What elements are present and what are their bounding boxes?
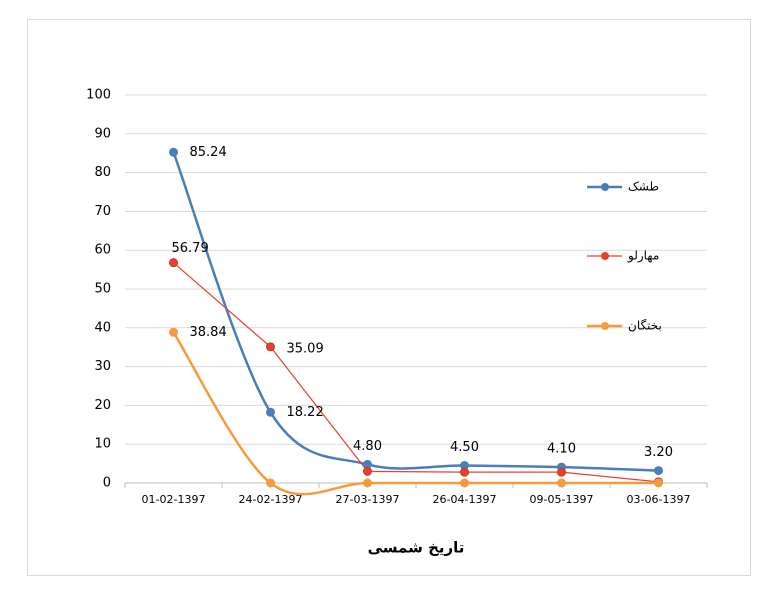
data-point <box>557 478 566 488</box>
x-tick-label: 27-03-1397 <box>336 493 400 506</box>
legend-label: طشک <box>628 180 659 194</box>
data-label: 18.22 <box>287 405 324 420</box>
data-point <box>363 478 372 488</box>
data-point <box>654 466 663 476</box>
data-point <box>363 466 372 476</box>
data-label: 38.84 <box>190 325 227 340</box>
y-tick-label: 30 <box>94 359 111 374</box>
x-tick-label: 03-06-1397 <box>627 493 691 506</box>
legend-label: بختگان <box>628 319 662 333</box>
data-point <box>266 342 275 352</box>
legend-marker <box>601 252 609 260</box>
data-point <box>169 327 178 337</box>
y-tick-label: 70 <box>94 204 111 219</box>
data-label: 4.50 <box>450 440 479 455</box>
x-tick-label: 26-04-1397 <box>433 493 497 506</box>
data-label: 4.10 <box>547 442 576 457</box>
y-tick-label: 50 <box>94 282 111 297</box>
y-tick-label: 20 <box>94 398 111 413</box>
data-label: 35.09 <box>287 341 324 356</box>
y-tick-label: 60 <box>94 243 111 258</box>
data-label: 85.24 <box>190 145 227 160</box>
legend-label: مهارلو <box>627 249 659 264</box>
data-label: 4.80 <box>353 439 382 454</box>
data-point <box>460 467 469 477</box>
data-point <box>654 478 663 488</box>
data-point <box>266 407 275 417</box>
y-tick-label: 0 <box>103 476 111 491</box>
legend-marker <box>601 322 609 330</box>
data-label: 56.79 <box>172 241 209 256</box>
legend-marker <box>601 183 609 191</box>
y-tick-label: 40 <box>94 320 111 335</box>
y-tick-label: 100 <box>86 88 111 103</box>
data-label: 3.20 <box>644 445 673 460</box>
data-point <box>557 467 566 477</box>
x-tick-label: 01-02-1397 <box>142 493 206 506</box>
y-tick-label: 80 <box>94 165 111 180</box>
series-line <box>173 262 659 483</box>
data-point <box>169 147 178 157</box>
data-point <box>266 478 275 488</box>
y-tick-label: 10 <box>94 437 111 452</box>
data-point <box>169 258 178 268</box>
data-point <box>460 478 469 488</box>
y-tick-label: 90 <box>94 126 111 141</box>
x-axis-title: تاریخ شمسی <box>368 539 465 557</box>
x-tick-label: 24-02-1397 <box>239 493 303 506</box>
x-tick-label: 09-05-1397 <box>530 493 594 506</box>
